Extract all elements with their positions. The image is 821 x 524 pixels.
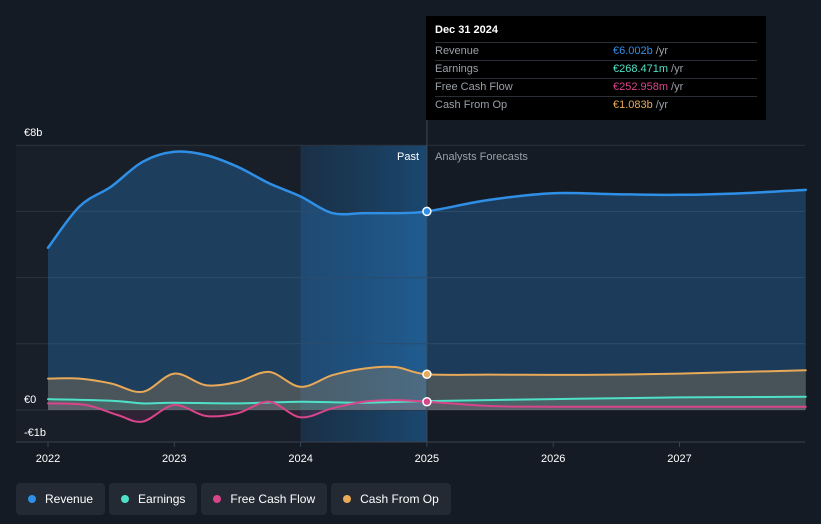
earnings-line [47,395,807,405]
tooltip-value: €1.083b [613,99,653,111]
x-tick-label: 2022 [36,453,60,465]
highlight-band [300,145,427,442]
y-label-zero: €0 [24,394,36,406]
tooltip-date: Dec 31 2024 [435,24,498,36]
legend-label: Earnings [138,492,186,506]
legend-label: Revenue [45,492,94,506]
x-tick-label: 2026 [541,453,565,465]
tooltip-value: €6.002b [613,45,653,57]
tooltip-label: Free Cash Flow [435,81,513,93]
legend-dot-icon [213,495,222,503]
tooltip-label: Revenue [435,45,480,57]
tooltip-unit: /yr [671,81,684,93]
legend-item-revenue[interactable]: Revenue [16,483,106,515]
x-tick-label: 2027 [667,453,691,465]
legend-dot-icon [121,495,130,503]
tooltip-unit: /yr [655,99,668,111]
series-lines [46,150,808,423]
forecast-label: Analysts Forecasts [435,151,528,163]
chart-legend: Revenue Earnings Free Cash Flow Cash Fro… [16,483,451,515]
x-tick-label: 2025 [415,453,439,465]
tooltip-label: Earnings [435,63,479,75]
tooltip-label: Cash From Op [435,99,508,111]
revenue-line [46,150,808,250]
tooltip-unit: /yr [655,45,668,57]
past-label: Past [397,151,419,163]
legend-dot-icon [28,495,36,503]
x-axis-ticks: 2022 2023 2024 2025 2026 2027 [36,442,692,465]
tooltip-row-free-cash-flow: Free Cash Flow €252.958m /yr [435,78,757,96]
tooltip-row-revenue: Revenue €6.002b /yr [435,42,757,60]
cash-from-op-line [47,365,807,394]
tooltip-value: €268.471m [613,63,669,75]
tooltip-unit: /yr [671,63,684,75]
x-tick-label: 2024 [288,453,312,465]
data-tooltip: Dec 31 2024 Revenue €6.002b /yr Earnings… [426,16,766,120]
grid-lines [16,144,805,443]
y-label-bottom: -€1b [24,427,46,439]
legend-item-free-cash-flow[interactable]: Free Cash Flow [201,483,328,515]
legend-label: Cash From Op [360,492,439,506]
tooltip-value: €252.958m [613,81,669,93]
x-tick-label: 2023 [162,453,186,465]
free-cash-flow-marker [422,396,432,407]
legend-item-earnings[interactable]: Earnings [109,483,198,515]
y-label-top: €8b [24,127,42,139]
legend-item-cash-from-op[interactable]: Cash From Op [331,483,451,515]
free-cash-flow-line [47,399,807,423]
tooltip-row-cash-from-op: Cash From Op €1.083b /yr [435,96,757,114]
cash-from-op-marker [422,369,432,380]
revenue-marker [422,206,432,217]
series-markers [422,206,432,407]
tooltip-row-earnings: Earnings €268.471m /yr [435,60,757,78]
legend-label: Free Cash Flow [230,492,316,506]
legend-dot-icon [343,495,352,503]
